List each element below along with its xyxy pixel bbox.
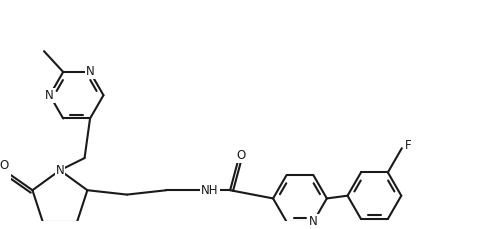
Text: O: O bbox=[0, 159, 8, 172]
Text: F: F bbox=[405, 139, 412, 152]
Text: N: N bbox=[56, 164, 64, 177]
Text: N: N bbox=[309, 215, 318, 228]
Text: N: N bbox=[45, 89, 54, 102]
Text: N: N bbox=[86, 65, 94, 79]
Text: NH: NH bbox=[201, 184, 219, 197]
Text: O: O bbox=[236, 149, 245, 162]
